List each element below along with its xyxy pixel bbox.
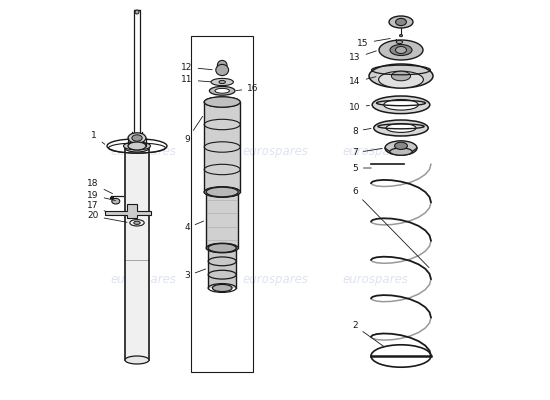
Ellipse shape: [206, 187, 238, 197]
Ellipse shape: [374, 120, 428, 136]
Ellipse shape: [125, 356, 149, 364]
Ellipse shape: [112, 198, 120, 204]
Ellipse shape: [128, 133, 146, 143]
Polygon shape: [105, 204, 151, 218]
Bar: [206, 192, 238, 248]
Ellipse shape: [217, 60, 227, 70]
Ellipse shape: [135, 10, 139, 14]
Ellipse shape: [215, 88, 229, 93]
Text: 2: 2: [352, 322, 384, 346]
Text: 8: 8: [352, 127, 371, 136]
Text: eurospares: eurospares: [110, 146, 176, 158]
Text: 9: 9: [184, 116, 202, 144]
Text: 16: 16: [236, 84, 258, 93]
Text: 3: 3: [184, 269, 206, 280]
Ellipse shape: [125, 144, 149, 152]
Bar: [208, 248, 236, 288]
Bar: [125, 148, 149, 360]
Ellipse shape: [379, 40, 423, 60]
Ellipse shape: [132, 135, 142, 141]
Text: eurospares: eurospares: [242, 146, 308, 158]
Ellipse shape: [389, 16, 413, 28]
Bar: [191, 36, 253, 372]
Text: 6: 6: [352, 188, 429, 268]
Ellipse shape: [399, 34, 403, 37]
Ellipse shape: [390, 148, 412, 155]
Ellipse shape: [392, 71, 411, 81]
Ellipse shape: [208, 244, 236, 252]
Ellipse shape: [219, 80, 225, 84]
Ellipse shape: [134, 221, 140, 224]
Text: 7: 7: [352, 148, 382, 157]
Ellipse shape: [128, 142, 146, 150]
Text: 1: 1: [91, 132, 105, 144]
Ellipse shape: [385, 141, 417, 155]
Ellipse shape: [394, 142, 408, 150]
Ellipse shape: [369, 64, 433, 88]
Ellipse shape: [212, 284, 232, 292]
Ellipse shape: [378, 71, 424, 88]
Ellipse shape: [204, 187, 240, 197]
Ellipse shape: [372, 96, 430, 114]
Text: 14: 14: [349, 77, 376, 86]
Text: 18: 18: [87, 180, 113, 194]
Ellipse shape: [386, 124, 416, 132]
Ellipse shape: [210, 86, 235, 95]
Ellipse shape: [396, 40, 403, 44]
Ellipse shape: [384, 100, 419, 110]
Text: eurospares: eurospares: [110, 274, 176, 286]
Ellipse shape: [395, 46, 406, 54]
Text: 4: 4: [184, 221, 204, 232]
Bar: [204, 102, 240, 192]
Ellipse shape: [124, 142, 151, 150]
Text: eurospares: eurospares: [242, 274, 308, 286]
Text: eurospares: eurospares: [342, 274, 408, 286]
Text: 12: 12: [182, 63, 212, 72]
Ellipse shape: [216, 64, 229, 76]
Ellipse shape: [395, 18, 406, 26]
Ellipse shape: [390, 44, 412, 56]
Text: eurospares: eurospares: [342, 146, 408, 158]
Ellipse shape: [107, 139, 167, 153]
Ellipse shape: [206, 243, 238, 253]
Text: 10: 10: [349, 104, 370, 112]
Text: 13: 13: [349, 51, 376, 62]
Text: 19: 19: [87, 191, 116, 200]
Text: 17: 17: [87, 202, 107, 212]
Ellipse shape: [204, 97, 240, 107]
Text: 15: 15: [358, 38, 390, 48]
Text: 5: 5: [352, 164, 371, 172]
Text: 11: 11: [182, 76, 211, 84]
Text: 20: 20: [87, 212, 127, 222]
Ellipse shape: [211, 78, 233, 86]
